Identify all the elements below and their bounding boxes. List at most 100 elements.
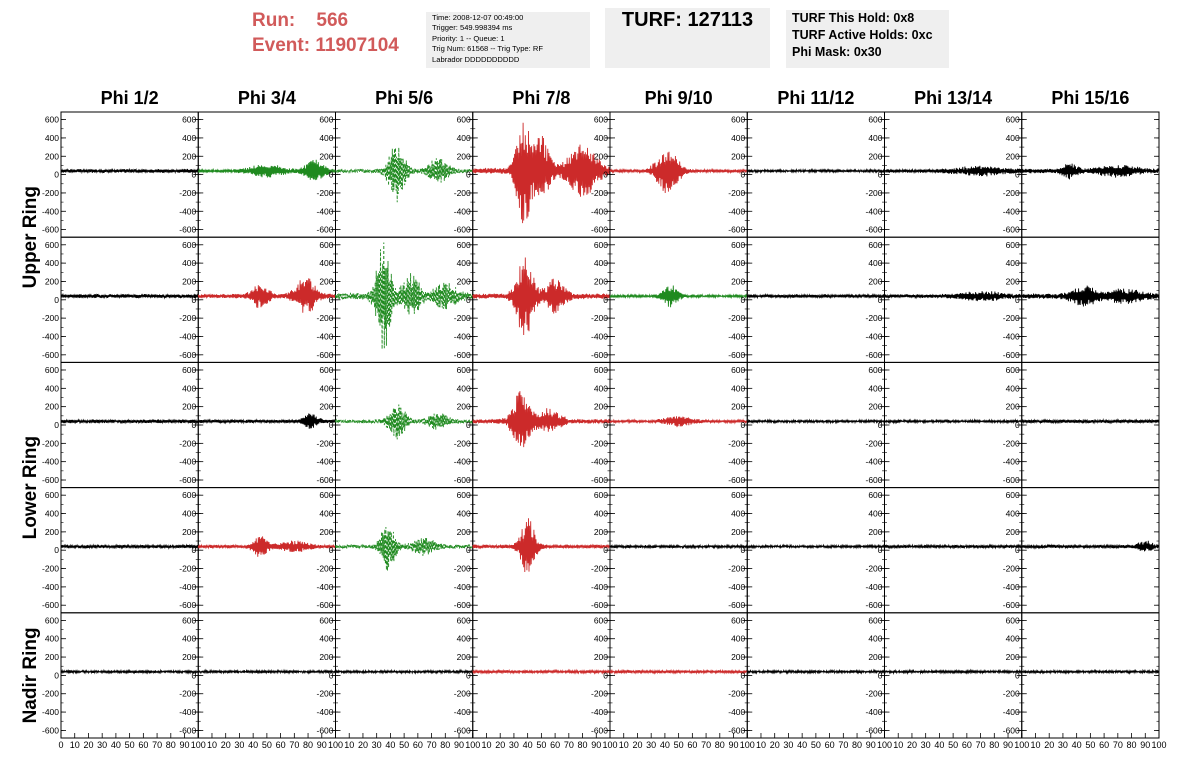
y-tick-label: 400 <box>457 509 471 519</box>
panel-frame <box>472 487 611 614</box>
y-tick-label: -400 <box>42 206 59 216</box>
y-tick-label: 200 <box>731 652 745 662</box>
y-tick-label: -400 <box>591 331 608 341</box>
y-tick-label: -400 <box>1003 582 1020 592</box>
y-tick-label: -600 <box>179 475 196 485</box>
y-tick-label: 200 <box>45 276 59 286</box>
y-tick-label: -400 <box>591 206 608 216</box>
waveform-panel: 600 400 200 0 -200 -400 -600 <box>1003 487 1160 614</box>
event-number: 11907104 <box>315 35 399 56</box>
y-tick-label: -400 <box>316 457 333 467</box>
waveform-trace <box>60 418 199 425</box>
x-tick-label: 30 <box>646 740 656 750</box>
y-tick-label: 600 <box>868 365 882 375</box>
y-tick-label: -600 <box>316 350 333 360</box>
y-tick-label: 600 <box>457 490 471 500</box>
y-tick-label: 0 <box>878 295 883 305</box>
x-tick-label: 70 <box>1113 740 1123 750</box>
panel-frame <box>746 487 885 614</box>
x-tick-label: 100 <box>877 740 892 750</box>
panel-frame <box>609 612 748 739</box>
panel-frame <box>746 236 885 363</box>
y-tick-label: -600 <box>42 600 59 610</box>
panel-frame <box>472 612 611 739</box>
y-tick-label: 600 <box>319 490 333 500</box>
y-tick-label: 0 <box>603 295 608 305</box>
panel-frame <box>746 361 885 489</box>
y-tick-label: -400 <box>316 331 333 341</box>
y-tick-label: 200 <box>457 276 471 286</box>
waveform-panel: 600 400 200 0 -200 -400 -600 <box>42 111 199 238</box>
y-tick-label: 200 <box>594 151 608 161</box>
waveform-panel: 600 400 200 0 -200 -400 -600 <box>179 236 336 363</box>
x-tick-label: 100 <box>602 740 617 750</box>
y-tick-label: -200 <box>179 438 196 448</box>
waveform-trace <box>1021 418 1160 425</box>
y-tick-label: -200 <box>865 689 882 699</box>
y-tick-label: 400 <box>182 133 196 143</box>
x-tick-label: 20 <box>495 740 505 750</box>
waveform-panel: 600 400 200 0 -200 -400 -600 <box>591 236 748 363</box>
y-tick-label: 400 <box>319 634 333 644</box>
y-tick-label: 0 <box>878 545 883 555</box>
panel-frame <box>335 236 474 363</box>
y-tick-label: -600 <box>728 475 745 485</box>
y-tick-label: -400 <box>728 206 745 216</box>
y-tick-label: 200 <box>868 151 882 161</box>
y-tick-label: -200 <box>1003 564 1020 574</box>
waveform-panel: 600 400 200 0 -200 -400 -600 <box>865 236 1023 363</box>
waveform-trace <box>60 293 199 300</box>
panel-frame <box>884 612 1023 739</box>
y-tick-label: 0 <box>1015 670 1020 680</box>
x-tick-label: 50 <box>536 740 546 750</box>
x-tick-label: 50 <box>1085 740 1095 750</box>
y-tick-label: 600 <box>319 365 333 375</box>
x-tick-label: 30 <box>509 740 519 750</box>
y-tick-label: 200 <box>457 652 471 662</box>
x-tick-label: 80 <box>852 740 862 750</box>
y-tick-label: -200 <box>728 313 745 323</box>
x-tick-label: 100 <box>740 740 755 750</box>
y-tick-label: -600 <box>865 600 882 610</box>
y-tick-label: 200 <box>1006 527 1020 537</box>
y-tick-label: 200 <box>45 151 59 161</box>
x-tick-label: 80 <box>1127 740 1137 750</box>
waveform-trace <box>884 418 1023 425</box>
x-tick-label: 80 <box>715 740 725 750</box>
waveform-panel: 600 400 200 0 -200 -400 -600 <box>591 487 748 614</box>
x-tick-label: 60 <box>825 740 835 750</box>
panel-frame <box>335 487 474 614</box>
y-tick-label: -200 <box>728 689 745 699</box>
panel-frame <box>884 361 1023 489</box>
y-tick-label: -600 <box>316 725 333 735</box>
y-tick-label: 200 <box>182 402 196 412</box>
y-tick-label: 0 <box>741 295 746 305</box>
waveform-trace <box>197 278 336 313</box>
y-tick-label: 200 <box>868 652 882 662</box>
panel-frame <box>1021 487 1160 614</box>
y-tick-label: 600 <box>868 490 882 500</box>
y-tick-label: 0 <box>192 545 197 555</box>
x-tick-label: 20 <box>770 740 780 750</box>
y-tick-label: 0 <box>1015 420 1020 430</box>
y-tick-label: -200 <box>179 689 196 699</box>
y-tick-label: 600 <box>594 115 608 125</box>
y-tick-label: 400 <box>868 133 882 143</box>
y-tick-label: 200 <box>45 527 59 537</box>
y-tick-label: -400 <box>1003 457 1020 467</box>
y-tick-label: -600 <box>1003 225 1020 235</box>
waveform-panel: 600 400 200 0 -200 -400 -600 <box>454 487 611 614</box>
y-tick-label: 400 <box>1006 509 1020 519</box>
y-tick-label: -400 <box>865 331 882 341</box>
y-tick-label: 400 <box>731 258 745 268</box>
waveform-trace <box>609 416 748 428</box>
y-tick-label: 400 <box>594 258 608 268</box>
y-tick-label: 400 <box>731 383 745 393</box>
y-tick-label: 400 <box>594 133 608 143</box>
y-tick-label: -400 <box>42 707 59 717</box>
y-tick-label: 0 <box>603 170 608 180</box>
x-tick-label: 40 <box>797 740 807 750</box>
waveform-panel: 600 400 200 0 -200 -400 -600 <box>454 612 611 739</box>
x-tick-label: 40 <box>1072 740 1082 750</box>
x-tick-label: 90 <box>1140 740 1150 750</box>
